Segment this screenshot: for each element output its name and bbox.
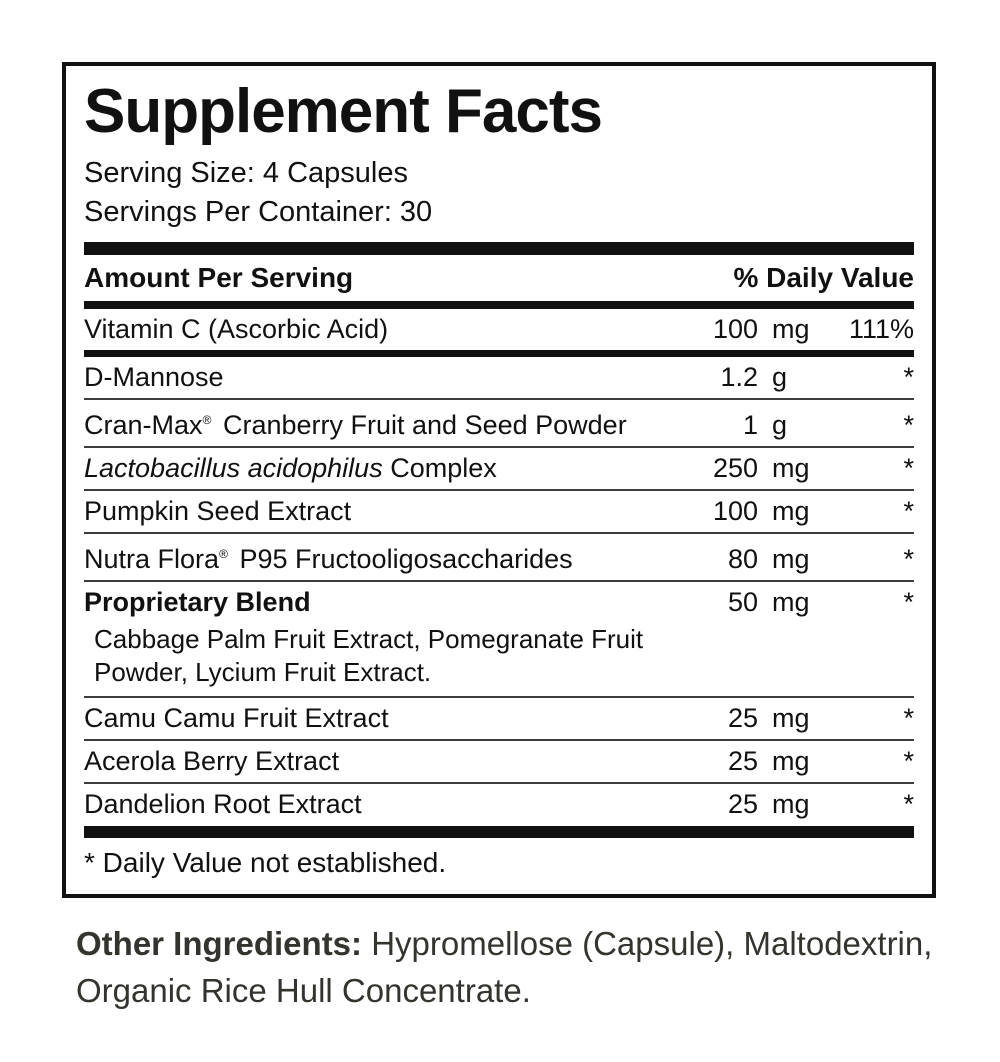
ingredient-name: Vitamin C (Ascorbic Acid) xyxy=(84,314,389,344)
daily-value-header: % Daily Value xyxy=(733,262,914,293)
amount-unit: g xyxy=(772,410,788,440)
amount-unit: mg xyxy=(772,789,810,819)
amount-unit: mg xyxy=(772,544,810,574)
amount-unit: mg xyxy=(772,496,810,526)
daily-value: * xyxy=(903,746,914,776)
ingredient-name: Proprietary Blend xyxy=(84,587,311,617)
amount-per-serving-header: Amount Per Serving xyxy=(84,262,354,293)
ingredient-name: Dandelion Root Extract xyxy=(84,789,362,819)
amount-value: 250 xyxy=(712,453,758,483)
serving-info: Serving Size: 4 Capsules Servings Per Co… xyxy=(84,154,914,232)
table-header-row: Amount Per Serving % Daily Value xyxy=(84,255,914,301)
amount-value: 100 xyxy=(712,314,758,344)
amount-value: 100 xyxy=(712,496,758,526)
blend-components: Cabbage Palm Fruit Extract, Pomegranate … xyxy=(94,624,644,687)
servings-per-container: Servings Per Container: 30 xyxy=(84,196,433,228)
footnote: * Daily Value not established. xyxy=(84,847,447,878)
table-row: Nutra Flora® P95 Fructooligosaccharides … xyxy=(84,534,914,582)
daily-value: * xyxy=(903,703,914,733)
daily-value: 111% xyxy=(848,314,914,344)
amount-value: 80 xyxy=(727,544,758,574)
bottom-divider-bar xyxy=(84,826,914,838)
daily-value: * xyxy=(903,362,914,392)
amount-value: 25 xyxy=(727,789,758,819)
amount-value: 1.2 xyxy=(720,362,758,392)
table-row: Acerola Berry Extract 25 mg * xyxy=(84,741,914,784)
serving-size: Serving Size: 4 Capsules xyxy=(84,157,408,189)
table-row: Proprietary Blend 50 mg * Cabbage Palm F… xyxy=(84,582,914,698)
amount-unit: mg xyxy=(772,314,810,344)
table-row: D-Mannose 1.2 g * xyxy=(84,357,914,400)
ingredient-name: D-Mannose xyxy=(84,362,224,392)
table-row: Pumpkin Seed Extract 100 mg * xyxy=(84,491,914,534)
page: { "label": { "title": "Supplement Facts"… xyxy=(0,62,1000,1062)
table-row: Camu Camu Fruit Extract 25 mg * xyxy=(84,698,914,741)
facts-table: Vitamin C (Ascorbic Acid) 100 mg 111% D-… xyxy=(84,309,914,825)
top-divider-bar xyxy=(84,242,914,255)
ingredient-name: Acerola Berry Extract xyxy=(84,746,340,776)
header-divider-bar xyxy=(84,301,914,309)
amount-value: 50 xyxy=(727,587,758,617)
amount-unit: mg xyxy=(772,746,810,776)
table-row: Vitamin C (Ascorbic Acid) 100 mg 111% xyxy=(84,309,914,357)
daily-value: * xyxy=(903,453,914,483)
amount-value: 25 xyxy=(727,746,758,776)
daily-value: * xyxy=(903,410,914,440)
ingredient-name: Camu Camu Fruit Extract xyxy=(84,703,389,733)
amount-unit: mg xyxy=(772,703,810,733)
ingredient-name: Pumpkin Seed Extract xyxy=(84,496,352,526)
table-row: Lactobacillus acidophilus Complex 250 mg… xyxy=(84,448,914,491)
daily-value: * xyxy=(903,544,914,574)
ingredient-name: Cran-Max® Cranberry Fruit and Seed Powde… xyxy=(84,410,627,440)
supplement-facts-panel: Supplement Facts Serving Size: 4 Capsule… xyxy=(62,62,936,898)
ingredient-name: Lactobacillus acidophilus Complex xyxy=(84,453,497,483)
daily-value: * xyxy=(903,496,914,526)
other-ingredients-label: Other Ingredients: xyxy=(76,925,363,962)
amount-unit: mg xyxy=(772,453,810,483)
table-row: Dandelion Root Extract 25 mg * xyxy=(84,784,914,825)
daily-value: * xyxy=(903,587,914,617)
daily-value: * xyxy=(903,789,914,819)
panel-title: Supplement Facts xyxy=(84,77,603,146)
amount-value: 25 xyxy=(727,703,758,733)
amount-unit: g xyxy=(772,362,788,392)
amount-unit: mg xyxy=(772,587,810,617)
amount-value: 1 xyxy=(742,410,758,440)
table-row: Cran-Max® Cranberry Fruit and Seed Powde… xyxy=(84,400,914,448)
ingredient-name: Nutra Flora® P95 Fructooligosaccharides xyxy=(84,544,573,574)
